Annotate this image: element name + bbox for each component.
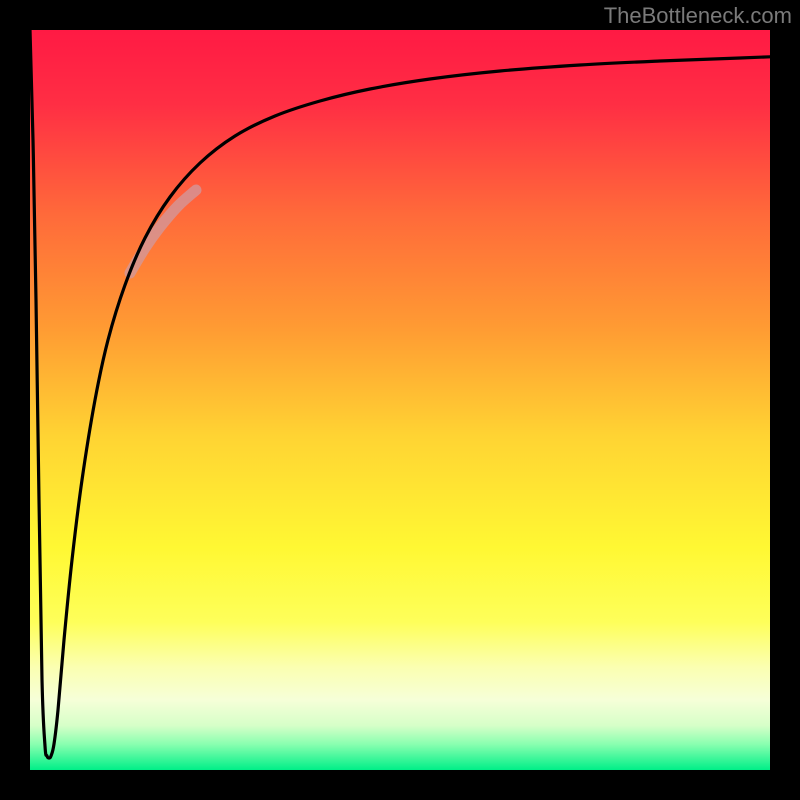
chart-container: TheBottleneck.com bbox=[0, 0, 800, 800]
watermark-text: TheBottleneck.com bbox=[604, 3, 792, 29]
chart-background bbox=[30, 30, 770, 770]
bottleneck-chart bbox=[0, 0, 800, 800]
